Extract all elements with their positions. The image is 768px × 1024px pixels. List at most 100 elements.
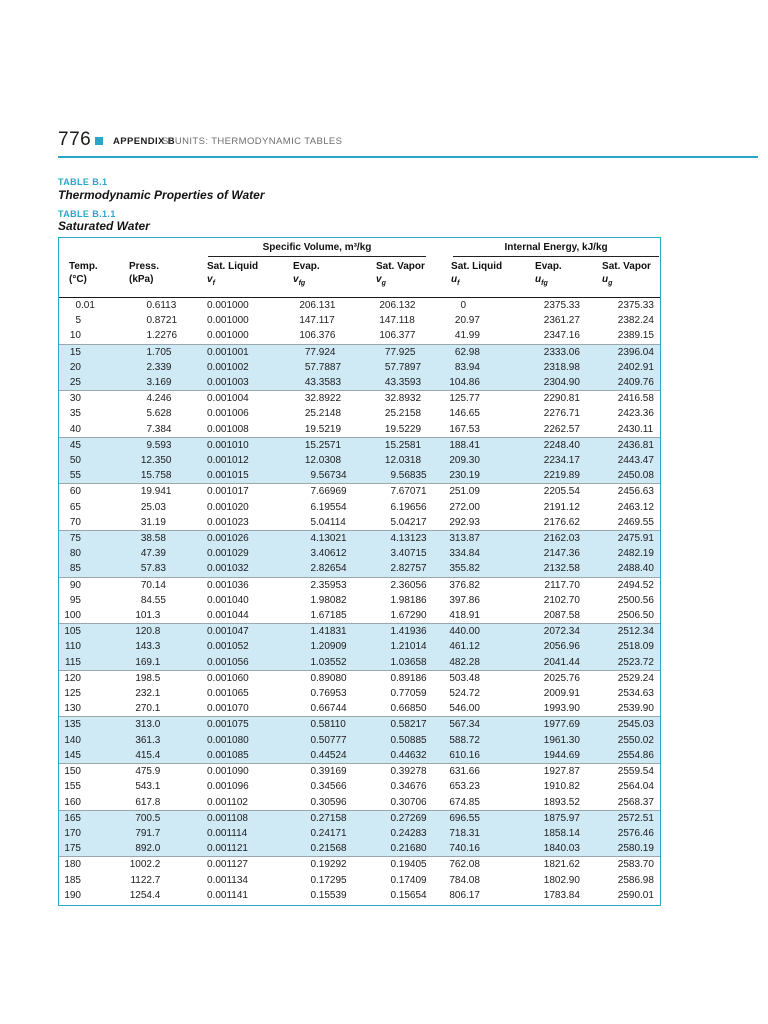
cell-vg: 0.66850	[390, 703, 427, 715]
cell-vf: 0.001023	[207, 516, 249, 528]
table-row: 180 1002.2 0.001127 0.19292 0.19405 762.08 182…	[59, 856, 661, 873]
cell-uf: 546.00	[449, 703, 480, 715]
cell-temp: 160	[64, 796, 81, 808]
header-rule	[58, 156, 758, 158]
cell-vg: 57.7897	[384, 361, 422, 373]
group-header-specific-volume: Specific Volume, m³/kg	[201, 238, 449, 257]
cell-uf: 272.00	[449, 501, 480, 513]
cell-vg: 0.89186	[373, 669, 450, 687]
table-row: 45 9.593 0.001010 15.2571 15.2581 188.41 2248.…	[59, 436, 661, 454]
cell-press: 198.5	[115, 669, 201, 687]
cell-uf: 588.72	[449, 734, 480, 746]
cell-press: 12.350	[140, 455, 172, 467]
table-row: 90 70.14 0.001036 2.35953 2.36056 376.82 2117.…	[59, 576, 661, 593]
cell-vg: 147.118	[379, 315, 415, 327]
cell-temp: 80	[69, 548, 81, 560]
cell-vf: 0.001108	[201, 809, 278, 826]
table-row: 5 0.8721 0.001000 147.117 147.118 20.97 2361.2…	[59, 313, 660, 328]
cell-vf: 0.001090	[201, 763, 278, 780]
col-header-ufg: Evap. ufg	[531, 257, 600, 298]
table-row: 50 12.350 0.001012 12.0308 12.0318 209.30 2234…	[59, 453, 661, 469]
cell-uf: 125.77	[449, 390, 532, 407]
cell-ug: 2586.98	[617, 874, 654, 886]
cell-temp: 40	[69, 423, 81, 435]
cell-vfg: 57.7887	[304, 361, 342, 373]
table-b1-label: TABLE B.1	[58, 177, 108, 187]
cell-vfg: 0.27158	[278, 809, 373, 826]
cell-vg: 0.24283	[390, 827, 427, 839]
table-row: 70 31.19 0.001023 5.04114 5.04217 292.93 2176.…	[59, 515, 660, 531]
table-row: 175 892.0 0.001121 0.21568 0.21680 740.16 1840…	[59, 841, 661, 857]
cell-ufg: 2176.62	[543, 516, 580, 528]
cell-press: 9.593	[115, 436, 201, 454]
cell-vfg: 1.20909	[310, 641, 347, 653]
cell-uf: 503.48	[449, 669, 532, 687]
cell-uf: 418.91	[449, 610, 480, 622]
cell-ufg: 2375.33	[543, 300, 580, 311]
cell-uf: 292.93	[449, 516, 480, 528]
cell-vfg: 1.67185	[310, 610, 347, 622]
cell-vg: 12.0318	[384, 455, 422, 467]
cell-vg: 1.98186	[390, 594, 427, 606]
cell-vfg: 0.30596	[310, 796, 347, 808]
cell-press: 169.1	[135, 656, 161, 668]
cell-press: 361.3	[135, 734, 161, 746]
cell-press: 19.941	[115, 483, 201, 500]
cell-vf: 0.001004	[201, 390, 278, 407]
cell-uf: 440.00	[449, 623, 532, 640]
cell-vf: 0.001003	[207, 377, 249, 389]
cell-temp: 70	[69, 516, 81, 528]
cell-vg: 25.2158	[384, 408, 422, 420]
cell-uf: 696.55	[449, 809, 532, 826]
cell-press: 25.03	[140, 501, 166, 513]
cell-temp: 20	[69, 361, 81, 373]
cell-uf: 806.17	[449, 889, 480, 901]
cell-ufg: 2117.70	[531, 576, 600, 593]
cell-temp: 190	[64, 889, 81, 901]
cell-ufg: 1893.52	[543, 796, 580, 808]
cell-press: 1.2276	[146, 330, 178, 342]
cell-uf: 188.41	[449, 436, 532, 454]
cell-ug: 2572.51	[599, 809, 661, 826]
cell-vfg: 0.19292	[278, 856, 373, 873]
cell-vf: 0.001065	[207, 688, 249, 700]
table-row: 30 4.246 0.001004 32.8922 32.8932 125.77 2290.…	[59, 390, 661, 407]
col-header-uf: Sat. Liquid uf	[449, 257, 532, 298]
cell-uf: 62.98	[449, 343, 532, 360]
cell-uf: 567.34	[449, 716, 532, 733]
col-header-vf: Sat. Liquid vf	[201, 257, 278, 298]
col-header-press: Press. (kPa)	[115, 257, 201, 298]
cell-ufg: 2132.58	[543, 563, 580, 575]
cell-ug: 2409.76	[617, 377, 654, 389]
cell-press: 101.3	[135, 610, 161, 622]
cell-ug: 2523.72	[617, 656, 654, 668]
cell-vfg: 0.39169	[278, 763, 373, 780]
table-row: 60 19.941 0.001017 7.66969 7.67071 251.09 2205…	[59, 483, 661, 500]
table-b11-title: Saturated Water	[58, 219, 150, 233]
cell-uf: 167.53	[449, 423, 480, 435]
cell-ufg: 2234.17	[543, 455, 580, 467]
saturated-water-table-frame: Specific Volume, m³/kg Internal Energy, …	[58, 237, 661, 906]
cell-vf: 0.001114	[207, 827, 248, 839]
cell-vfg: 0.21568	[310, 843, 347, 855]
table-row: 155 543.1 0.001096 0.34566 0.34676 653.23 1910…	[59, 779, 660, 794]
cell-uf: 740.16	[449, 843, 480, 855]
cell-press: 84.55	[140, 594, 166, 606]
cell-ug: 2564.04	[617, 781, 654, 793]
cell-vg: 0.30706	[390, 796, 427, 808]
cell-press: 1122.7	[130, 874, 161, 886]
cell-vg: 0.17409	[390, 874, 427, 886]
cell-ufg: 2056.96	[543, 641, 580, 653]
table-row: 20 2.339 0.001002 57.7887 57.7897 83.94 2318.9…	[59, 359, 661, 376]
cell-temp: 110	[65, 641, 81, 653]
col-header-temp: Temp. (°C)	[59, 257, 115, 298]
cell-vg: 0.34676	[390, 781, 427, 793]
cell-vfg: 0.50777	[310, 734, 347, 746]
cell-temp: 165	[59, 809, 115, 826]
cell-vg: 1.41936	[373, 623, 450, 640]
cell-temp: 180	[59, 856, 115, 873]
cell-vfg: 3.40612	[310, 548, 347, 560]
cell-vg: 0.21680	[390, 843, 427, 855]
cell-ufg: 2361.27	[543, 315, 580, 327]
cell-vfg: 206.131	[299, 300, 336, 311]
